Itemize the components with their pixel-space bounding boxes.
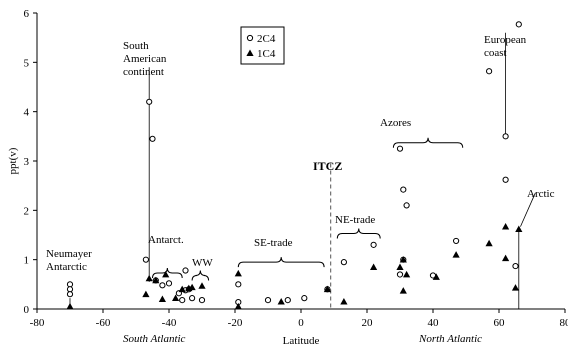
point-1c4: [340, 298, 348, 305]
point-2c4: [66, 281, 74, 288]
point-2c4: [182, 267, 189, 274]
point-2c4: [66, 291, 74, 298]
point-2c4: [66, 286, 74, 293]
point-2c4: [502, 176, 509, 183]
x-tick-label: 60: [494, 317, 506, 329]
x-tick-label: 0: [298, 317, 304, 329]
annotation-north-atlantic: North Atlantic: [418, 333, 482, 345]
legend-triangle-marker: [246, 49, 254, 56]
annotation-south-atlantic: South Atlantic: [123, 333, 186, 345]
point-2c4: [198, 297, 206, 304]
y-tick-label: 5: [24, 57, 30, 69]
point-2c4: [284, 297, 291, 304]
point-1c4: [370, 263, 378, 270]
point-1c4: [158, 295, 166, 303]
point-2c4: [149, 135, 156, 142]
azores-brace: [392, 137, 464, 148]
annotation-ne-trade: NE-trade: [335, 214, 375, 226]
annotation-itcz: ITCZ: [313, 159, 342, 173]
point-2c4: [142, 256, 149, 263]
x-tick-label: -80: [30, 317, 45, 329]
annotation-arctic: Arctic: [527, 188, 555, 200]
point-1c4: [66, 302, 74, 310]
x-tick-label: -60: [96, 317, 111, 329]
x-tick-label: 80: [560, 317, 568, 329]
y-tick-label: 2: [24, 205, 30, 217]
annotation-european-coast: European coast: [484, 34, 527, 59]
point-2c4: [189, 295, 196, 302]
point-1c4: [432, 273, 440, 280]
point-2c4: [264, 297, 272, 304]
legend-box: [240, 26, 285, 65]
point-2c4: [400, 186, 407, 193]
ww-brace: [191, 270, 210, 281]
legend-circle-marker: [246, 34, 254, 42]
x-tick-label: 40: [428, 317, 440, 329]
point-1c4: [399, 287, 407, 294]
annotation-south-american-continent: South American continent: [123, 40, 167, 78]
annotation-se-trade: SE-trade: [254, 237, 293, 249]
point-1c4: [178, 285, 186, 293]
arctic-leader-line: [520, 192, 536, 227]
point-1c4: [323, 285, 331, 293]
y-tick-label: 6: [24, 8, 30, 20]
legend-label-1c4: 1C4: [257, 48, 276, 60]
point-1c4: [403, 270, 411, 278]
point-1c4: [145, 274, 153, 282]
point-2c4: [502, 133, 509, 140]
point-1c4: [152, 276, 160, 284]
point-2c4: [453, 237, 460, 245]
antarct-brace: [152, 267, 183, 279]
point-1c4: [142, 290, 150, 298]
point-1c4: [515, 225, 523, 232]
annotation-antarct: Antarct.: [148, 234, 184, 246]
point-2c4: [301, 295, 308, 302]
annotation-neumayer-antarctic: Neumayer Antarctic: [46, 248, 92, 273]
point-2c4: [486, 68, 493, 75]
y-tick-label: 3: [24, 156, 30, 168]
point-2c4: [159, 282, 166, 289]
x-tick-label: 20: [362, 317, 374, 329]
point-1c4: [188, 283, 196, 291]
point-2c4: [403, 202, 410, 209]
point-1c4: [162, 270, 170, 278]
point-2c4: [340, 259, 347, 266]
point-1c4: [452, 251, 460, 258]
point-1c4: [485, 239, 493, 247]
y-tick-label: 1: [24, 255, 30, 267]
point-1c4: [277, 298, 285, 305]
point-2c4: [515, 21, 522, 28]
y-tick-label: 4: [24, 107, 30, 119]
point-1c4: [502, 223, 510, 230]
point-1c4: [234, 302, 242, 310]
point-1c4: [502, 254, 510, 262]
x-axis-label: Latitude: [283, 335, 320, 346]
point-1c4: [172, 294, 180, 302]
y-axis-label: ppt(v): [7, 147, 19, 174]
point-1c4: [234, 269, 242, 277]
point-1c4: [198, 282, 206, 289]
point-2c4: [512, 262, 519, 270]
annotation-ww: WW: [192, 257, 213, 269]
point-2c4: [165, 280, 173, 287]
ne-trade-brace: [336, 228, 381, 239]
legend-label-2c4: 2C4: [257, 33, 276, 45]
point-1c4: [511, 284, 520, 291]
se-trade-brace: [237, 257, 325, 268]
annotation-azores: Azores: [380, 117, 411, 129]
point-2c4: [396, 145, 404, 152]
point-2c4: [370, 241, 377, 248]
point-2c4: [146, 98, 153, 105]
point-2c4: [396, 271, 404, 278]
point-2c4: [179, 297, 186, 304]
y-tick-label: 0: [24, 304, 30, 316]
point-1c4: [396, 263, 404, 270]
x-tick-label: -20: [228, 317, 243, 329]
point-1c4: [399, 256, 407, 263]
point-2c4: [235, 281, 242, 288]
x-tick-label: -40: [162, 317, 177, 329]
